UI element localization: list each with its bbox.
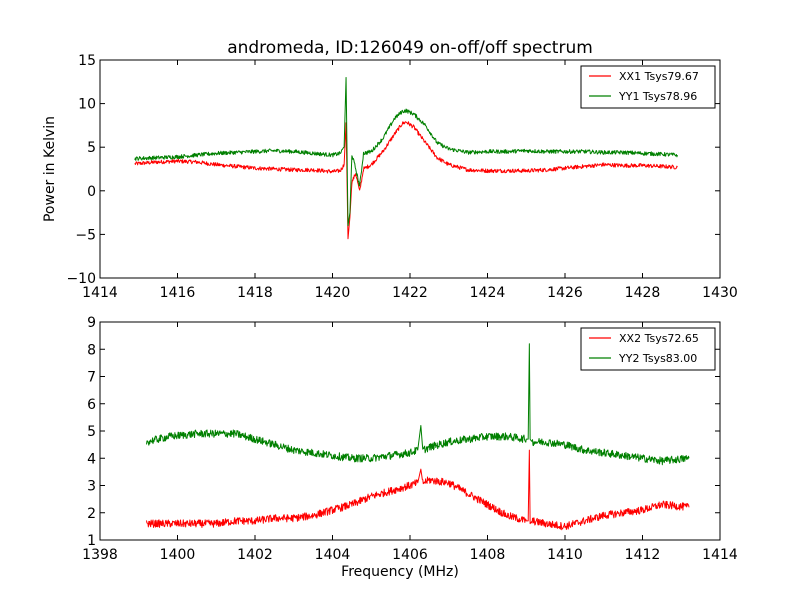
x-tick-label: 1410 bbox=[547, 547, 583, 563]
x-tick-label: 1424 bbox=[470, 285, 506, 301]
x-tick-label: 1414 bbox=[82, 285, 118, 301]
y-tick-label: 15 bbox=[78, 53, 96, 69]
bottom-panel: 1398 1400 1402 1404 1406 1408 1410 1412 1414 1 2 3 4… bbox=[82, 315, 738, 580]
y-tick-label: −10 bbox=[66, 271, 96, 287]
x-axis-label: Frequency (MHz) bbox=[341, 564, 459, 580]
series-line-yy1 bbox=[134, 76, 678, 227]
y-axis-label: Power in Kelvin bbox=[42, 116, 58, 222]
y-tick-label: 4 bbox=[87, 451, 96, 467]
x-tick-label: 1406 bbox=[392, 547, 428, 563]
legend-box bbox=[580, 65, 716, 109]
legend-entry: XX1 Tsys79.67 bbox=[619, 70, 699, 83]
y-tick-label: 8 bbox=[87, 342, 96, 358]
y-tick-label: 5 bbox=[87, 424, 96, 440]
chart-title: andromeda, ID:126049 on-off/off spectrum bbox=[227, 38, 593, 58]
x-tick-label: 1414 bbox=[702, 547, 738, 563]
y-tick-label: −5 bbox=[75, 227, 96, 243]
x-tick-label: 1400 bbox=[160, 547, 196, 563]
x-tick-label: 1404 bbox=[315, 547, 351, 563]
x-tick-label: 1408 bbox=[470, 547, 506, 563]
legend: XX2 Tsys72.65 YY2 Tsys83.00 bbox=[580, 327, 716, 371]
legend-entry: YY2 Tsys83.00 bbox=[618, 352, 697, 365]
x-tick-label: 1416 bbox=[160, 285, 196, 301]
x-tick-label: 1430 bbox=[702, 285, 738, 301]
series-line-xx1 bbox=[134, 121, 678, 240]
y-tick-label: 9 bbox=[87, 315, 96, 331]
legend-entry: XX2 Tsys72.65 bbox=[619, 332, 699, 345]
series-line-xx2 bbox=[146, 449, 690, 531]
y-tick-label: 3 bbox=[87, 479, 96, 495]
legend: XX1 Tsys79.67 YY1 Tsys78.96 bbox=[580, 65, 716, 109]
y-tick-label: 2 bbox=[87, 506, 96, 522]
legend-box bbox=[580, 327, 716, 371]
x-tick-label: 1426 bbox=[547, 285, 583, 301]
y-tick-label: 5 bbox=[87, 140, 96, 156]
series-line-yy2 bbox=[146, 343, 690, 466]
y-tick-label: 0 bbox=[87, 184, 96, 200]
x-tick-label: 1420 bbox=[315, 285, 351, 301]
y-tick-label: 1 bbox=[87, 533, 96, 549]
series-group bbox=[146, 343, 690, 531]
x-tick-label: 1422 bbox=[392, 285, 428, 301]
x-tick-label: 1428 bbox=[625, 285, 661, 301]
y-tick-label: 7 bbox=[87, 370, 96, 386]
x-tick-label: 1418 bbox=[237, 285, 273, 301]
y-tick-label: 10 bbox=[78, 97, 96, 113]
y-tick-label: 6 bbox=[87, 397, 96, 413]
top-panel: 1414 1416 1418 1420 1422 1424 1426 1428 1430 −10 −… bbox=[42, 53, 738, 301]
x-tick-label: 1412 bbox=[625, 547, 661, 563]
legend-entry: YY1 Tsys78.96 bbox=[618, 90, 697, 103]
x-tick-label: 1398 bbox=[82, 547, 118, 563]
x-tick-label: 1402 bbox=[237, 547, 273, 563]
series-group bbox=[134, 76, 678, 240]
